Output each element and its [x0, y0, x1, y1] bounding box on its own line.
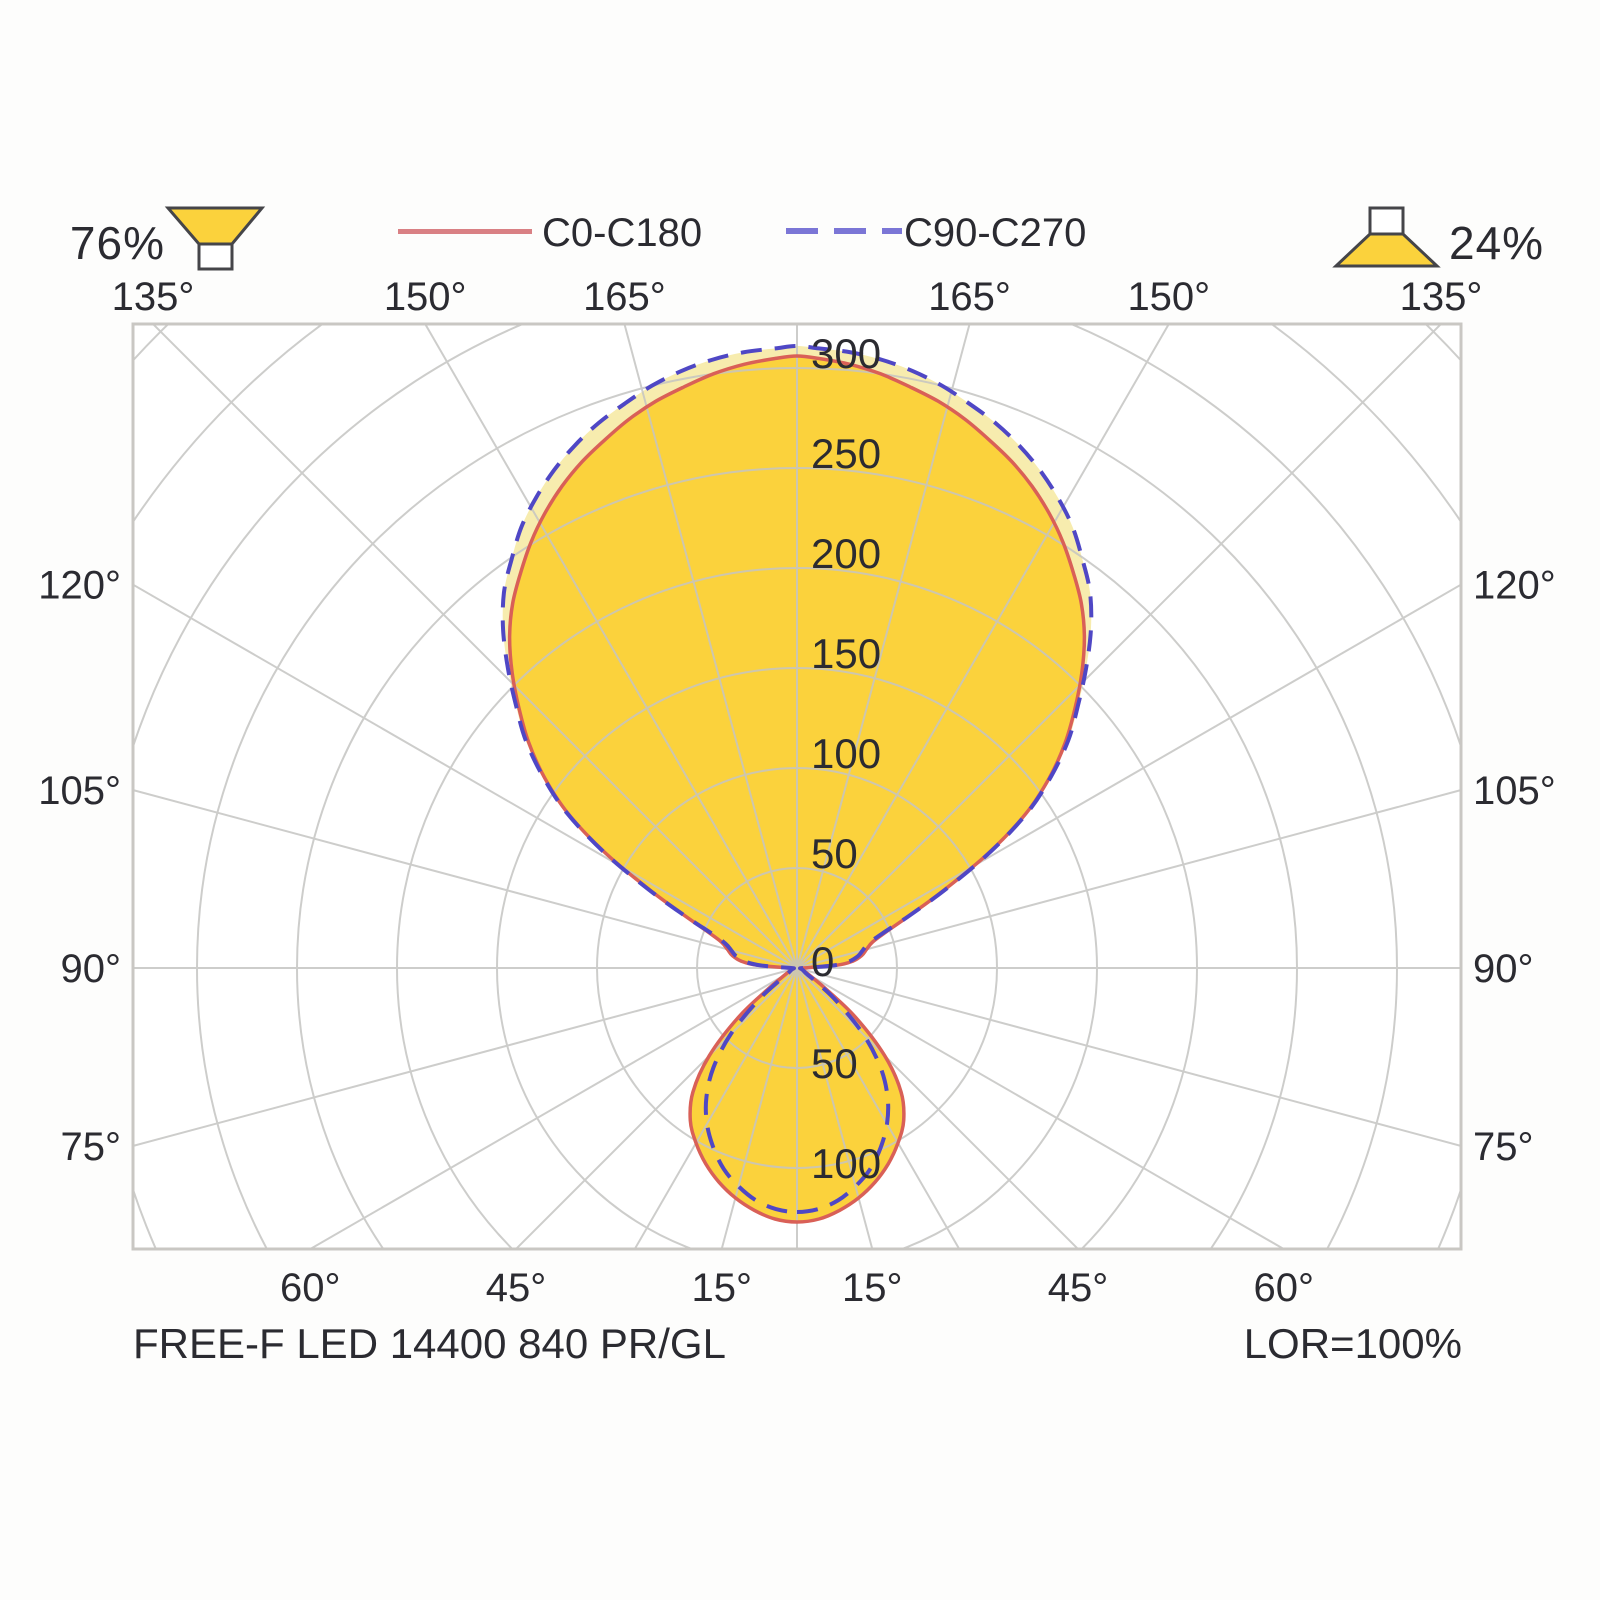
grid-spoke — [133, 967, 798, 1147]
angle-label-side: 75° — [61, 1125, 122, 1169]
grid-spoke — [720, 967, 798, 1249]
ring-label: 200 — [811, 530, 881, 577]
legend-line-c90-dashed — [786, 228, 902, 234]
angle-label-top: 135° — [112, 275, 195, 319]
grid-spoke — [133, 583, 798, 969]
grid-spoke — [796, 967, 874, 1249]
grid-spoke — [151, 324, 798, 969]
angle-label-side: 90° — [1473, 947, 1534, 991]
angle-label-bottom: 15° — [842, 1266, 903, 1310]
angle-label-side: 105° — [1473, 769, 1556, 813]
chart-border — [131, 322, 1463, 1251]
angle-label-top: 135° — [1400, 275, 1483, 319]
angle-label-bottom: 45° — [486, 1266, 547, 1310]
angle-label-side: 105° — [38, 769, 121, 813]
angle-label-top: 150° — [384, 275, 467, 319]
ring-label: 50 — [811, 1040, 858, 1087]
grid-spoke — [308, 967, 798, 1249]
grid-spoke — [796, 583, 1461, 969]
grid-spoke — [796, 967, 1286, 1249]
grid-spoke — [796, 967, 1461, 1147]
angle-label-side: 75° — [1473, 1125, 1534, 1169]
grid-spoke — [796, 324, 971, 969]
ring-label: 100 — [811, 1140, 881, 1187]
downlight-percent: 24% — [1449, 217, 1545, 269]
lor-value: LOR=100% — [1243, 1320, 1462, 1367]
grid-spoke — [623, 324, 798, 969]
curve-c90-c270 — [500, 343, 1094, 1215]
ring-label: 100 — [811, 730, 881, 777]
grid-spoke — [796, 789, 1461, 969]
luminaire-downlight-icon — [1332, 206, 1441, 268]
angle-label-top: 165° — [583, 275, 666, 319]
angle-label-bottom: 60° — [280, 1266, 341, 1310]
grid-spoke — [796, 967, 961, 1249]
legend-label-c90: C90-C270 — [904, 211, 1087, 255]
luminaire-uplight-icon — [164, 206, 266, 271]
grid-spoke — [514, 967, 798, 1249]
uplight-percent: 76% — [69, 217, 165, 269]
grid-spoke — [796, 324, 1443, 969]
grid-spoke — [424, 324, 798, 969]
ring-label: 250 — [811, 430, 881, 477]
ring-label: 150 — [811, 630, 881, 677]
angle-label-top: 165° — [928, 275, 1011, 319]
grid-spoke — [133, 789, 798, 969]
grid-spoke — [796, 967, 1080, 1249]
legend-line-c0-solid — [398, 229, 532, 234]
product-name: FREE-F LED 14400 840 PR/GL — [133, 1320, 726, 1367]
legend-label-c0: C0-C180 — [542, 211, 703, 255]
ring-label: 300 — [811, 330, 881, 377]
angle-label-side: 90° — [61, 947, 122, 991]
ring-label-zero: 0 — [811, 938, 834, 985]
angle-label-side: 120° — [1473, 564, 1556, 608]
angle-label-bottom: 45° — [1048, 1266, 1109, 1310]
ring-label: 50 — [811, 830, 858, 877]
angle-label-bottom: 15° — [691, 1266, 752, 1310]
grid-spoke — [633, 967, 798, 1249]
angle-label-top: 150° — [1127, 275, 1210, 319]
grid-spoke — [796, 324, 1170, 969]
angle-label-side: 120° — [38, 564, 121, 608]
angle-label-bottom: 60° — [1253, 1266, 1314, 1310]
